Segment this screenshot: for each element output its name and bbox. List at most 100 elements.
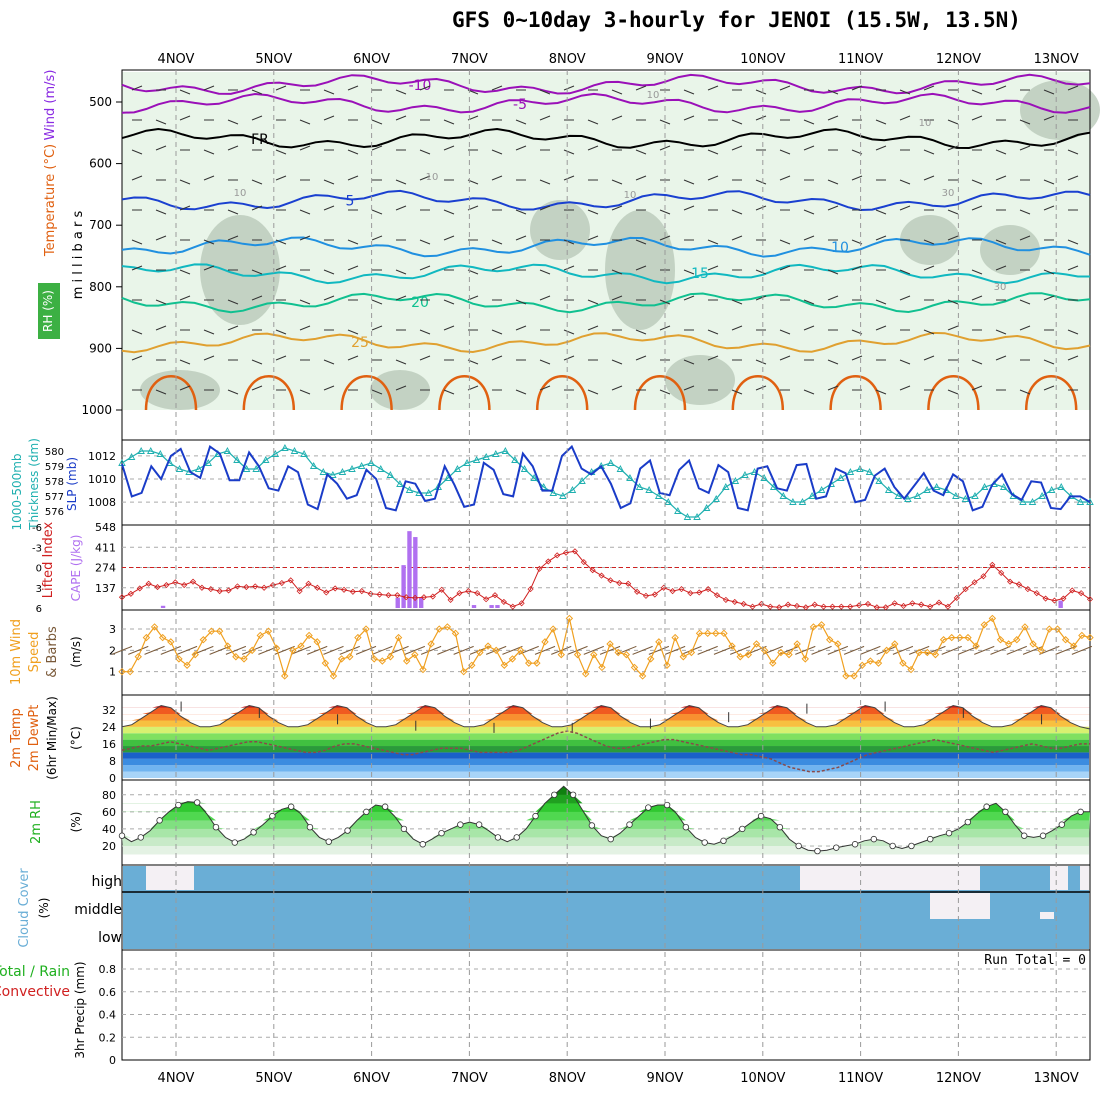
rh-point [513, 834, 520, 841]
wind-barb [779, 85, 791, 91]
wind-barb [419, 85, 431, 91]
thickness-point [904, 495, 912, 502]
wind-point [215, 627, 224, 635]
wind-barb [371, 119, 383, 125]
rh-point [306, 823, 314, 831]
rh-point [532, 812, 539, 820]
wind-barb [443, 325, 455, 331]
wind-barb [683, 205, 695, 211]
wind-barb [203, 329, 215, 335]
li-point [705, 586, 712, 593]
li-point [891, 600, 898, 607]
wind-barb [659, 299, 671, 305]
li-point [882, 604, 889, 611]
wind-barb [395, 115, 407, 121]
rh-cloud-shade [370, 370, 430, 410]
thickness-point [290, 447, 299, 454]
wind-barb [755, 269, 767, 275]
wind-barb [1019, 235, 1031, 241]
wind-barb [611, 385, 623, 391]
wind-barb [323, 205, 335, 211]
wind-point [712, 629, 720, 638]
wind-barb [683, 269, 695, 275]
wind-barb [131, 175, 143, 181]
wind-barb [420, 645, 442, 655]
wind-barb [395, 269, 407, 275]
wind-barb [372, 645, 393, 655]
wind-point [248, 646, 256, 655]
thickness-point [769, 483, 778, 490]
wind-barb [1071, 645, 1093, 655]
wind-barb [131, 85, 143, 91]
wind-point [297, 642, 305, 650]
rh-point [381, 803, 389, 810]
wind-point [939, 636, 948, 644]
thickness-point [281, 444, 289, 451]
wind-barb [1067, 329, 1079, 335]
wind-barb [803, 325, 815, 331]
wind-point [549, 625, 557, 633]
wind-point [825, 636, 834, 644]
rh-point [682, 823, 690, 831]
wind-barb [491, 329, 503, 335]
wind-barb [371, 299, 383, 305]
wind-point [337, 655, 346, 663]
rh-contour-label: 30 [942, 188, 955, 199]
wind-barb [371, 209, 383, 215]
li-point [758, 600, 765, 608]
isotherm-line [121, 92, 1091, 114]
rh-point [927, 835, 934, 843]
thickness-point [702, 504, 711, 511]
thickness-point [674, 507, 682, 514]
wind-barb [502, 645, 523, 655]
date-label-bottom: 7NOV [451, 1071, 488, 1086]
wind-barb [707, 239, 719, 245]
thickness-point [683, 513, 692, 520]
li-point [873, 604, 880, 611]
wind-point [915, 648, 923, 657]
rh-label: RH (%) [41, 290, 55, 332]
wind-point [980, 621, 988, 629]
rh-point [645, 804, 652, 811]
wind-barb [347, 239, 359, 245]
li-point [340, 586, 348, 593]
wind-barb [371, 389, 383, 395]
wind-point [354, 633, 362, 642]
thickness-point [923, 486, 931, 493]
wind-barb [1043, 385, 1055, 391]
wind-barb [755, 359, 767, 365]
wind-barb [515, 209, 527, 215]
slp-label: SLP (mb) [65, 457, 79, 511]
date-label-bottom: 5NOV [255, 1071, 292, 1086]
cape-bar [489, 605, 494, 608]
wind-barb [144, 645, 165, 655]
thickness-point [463, 459, 471, 466]
wind-point [834, 640, 842, 648]
wind-barb [731, 325, 743, 331]
wind-barb [635, 265, 647, 271]
wind-barb [611, 89, 623, 95]
rh-layer: 20 40 60 80 2m RH (%) [29, 785, 1090, 855]
cape-tick-label: 548 [95, 521, 116, 534]
pressure-tick-label: 500 [89, 95, 112, 109]
date-label-bottom: 12NOV [936, 1071, 981, 1086]
precip-tick-label: 0 [109, 1054, 116, 1067]
wind-barb [491, 239, 503, 245]
thickness-point [549, 489, 558, 496]
thickness-point [386, 471, 395, 478]
wind-barb [155, 145, 167, 151]
thickness-point [817, 486, 826, 493]
li-point [483, 596, 490, 603]
rh-point [720, 837, 727, 845]
wind-barb [323, 115, 335, 121]
temp-layer: 0 8 16 24 32 2m Temp 2m DewPt (6hr Min/Max) (°C) [9, 696, 1091, 785]
li-point [403, 594, 410, 601]
wind-point [752, 640, 761, 648]
wind-barb [563, 85, 575, 91]
temp-color-band [123, 771, 1089, 778]
wind-barb [323, 89, 335, 95]
rh-point [851, 841, 859, 848]
wind-point [346, 653, 354, 661]
wind-barb [275, 149, 287, 155]
wind-barb [251, 179, 263, 185]
